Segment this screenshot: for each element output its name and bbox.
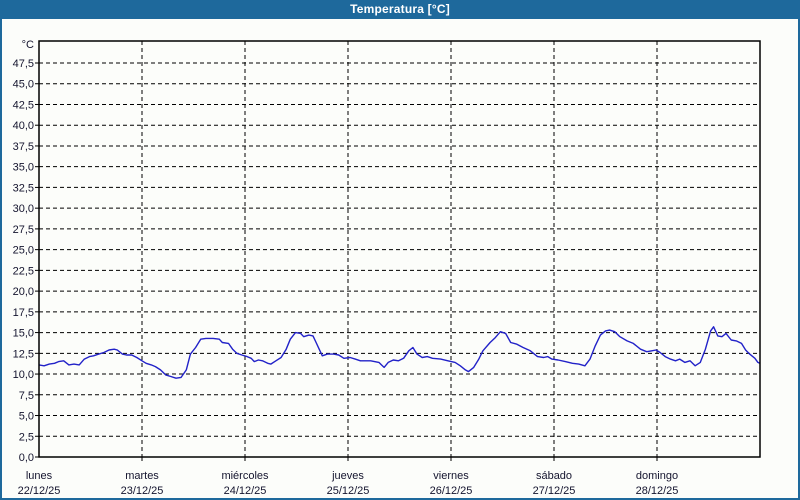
day-date-label: 24/12/25 (224, 485, 267, 497)
day-name-label: sábado (536, 470, 572, 482)
y-axis-tick-label: 2,5 (19, 431, 34, 443)
y-axis-tick-label: 5,0 (19, 411, 34, 423)
window-title: Temperatura [°C] (350, 2, 450, 16)
y-axis-tick-label: 20,0 (13, 286, 34, 298)
y-axis-tick-label: 15,0 (13, 328, 34, 340)
window-title-bar: Temperatura [°C] (0, 0, 800, 19)
y-axis-tick-label: 30,0 (13, 203, 34, 215)
y-axis-tick-label: 40,0 (13, 120, 34, 132)
day-date-label: 28/12/25 (636, 485, 679, 497)
day-date-label: 23/12/25 (121, 485, 164, 497)
y-axis-tick-label: 22,5 (13, 265, 34, 277)
y-axis-tick-label: 12,5 (13, 348, 34, 360)
day-date-label: 27/12/25 (533, 485, 576, 497)
day-name-label: miércoles (221, 470, 269, 482)
y-axis-tick-label: 42,5 (13, 99, 34, 111)
y-axis-tick-label: 17,5 (13, 307, 34, 319)
day-name-label: viernes (433, 470, 469, 482)
day-name-label: martes (125, 470, 159, 482)
y-axis-tick-label: 47,5 (13, 58, 34, 70)
day-date-label: 22/12/25 (18, 485, 61, 497)
y-axis-tick-label: 7,5 (19, 390, 34, 402)
y-axis-tick-label: 35,0 (13, 162, 34, 174)
day-name-label: domingo (636, 470, 678, 482)
y-axis-tick-label: 25,0 (13, 245, 34, 257)
y-axis-tick-label: 45,0 (13, 79, 34, 91)
y-axis-unit-label: °C (22, 39, 34, 51)
y-axis-tick-label: 27,5 (13, 224, 34, 236)
y-axis-tick-label: 10,0 (13, 369, 34, 381)
y-axis-tick-label: 32,5 (13, 182, 34, 194)
y-axis-tick-label: 0,0 (19, 452, 34, 464)
day-date-label: 26/12/25 (430, 485, 473, 497)
day-name-label: jueves (331, 470, 364, 482)
day-date-label: 25/12/25 (327, 485, 370, 497)
y-axis-tick-label: 37,5 (13, 141, 34, 153)
temperature-series-line (38, 326, 761, 379)
temperature-chart: 0,0 2,5 5,0 7,5 10,0 12,5 15,0 17,5 20,0 22,5 25,0… (13, 39, 761, 497)
day-name-label: lunes (26, 470, 53, 482)
plot-border (38, 40, 761, 458)
